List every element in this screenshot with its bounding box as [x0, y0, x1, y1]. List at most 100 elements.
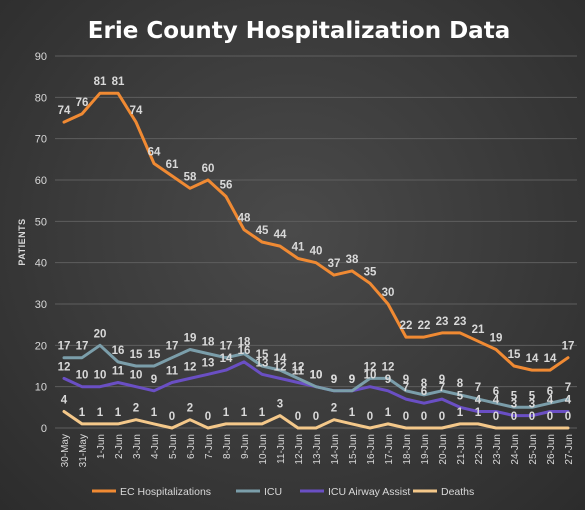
data-label: 8: [421, 378, 428, 390]
x-tick-label: 31-May: [78, 434, 89, 467]
data-label: 9: [385, 374, 391, 386]
data-label: 12: [58, 361, 71, 373]
data-label: 0: [529, 411, 535, 423]
data-label: 4: [547, 394, 554, 406]
data-label: 3: [511, 399, 517, 411]
data-label: 0: [367, 411, 373, 423]
data-label: 17: [58, 341, 71, 353]
x-tick-label: 6-Jun: [186, 434, 197, 459]
data-label: 2: [187, 403, 193, 415]
legend-label: EC Hospitalizations: [120, 486, 211, 498]
x-tick-label: 26-Jun: [546, 434, 557, 465]
data-label: 9: [331, 374, 337, 386]
x-tick-label: 8-Jun: [222, 434, 233, 459]
data-label: 4: [61, 394, 68, 406]
data-label: 0: [421, 411, 427, 423]
data-label: 17: [166, 341, 179, 353]
data-label: 1: [151, 407, 158, 419]
data-label: 0: [313, 411, 319, 423]
data-label: 19: [184, 332, 197, 344]
data-label: 3: [277, 399, 283, 411]
data-label: 12: [364, 361, 377, 373]
data-label: 81: [94, 76, 107, 88]
data-label: 6: [493, 386, 499, 398]
x-tick-label: 27-Jun: [564, 434, 575, 465]
data-label: 17: [220, 341, 233, 353]
data-label: 4: [475, 394, 482, 406]
data-label: 11: [166, 366, 179, 378]
x-tick-label: 4-Jun: [150, 434, 161, 459]
data-label: 1: [241, 407, 248, 419]
data-label: 74: [130, 105, 143, 117]
data-label: 10: [94, 370, 107, 382]
data-label: 8: [457, 378, 464, 390]
data-label: 35: [364, 266, 377, 278]
legend-label: Deaths: [441, 486, 474, 498]
data-label: 17: [76, 341, 89, 353]
x-tick-label: 25-Jun: [528, 434, 539, 465]
data-label: 23: [436, 316, 449, 328]
data-label: 14: [274, 353, 287, 365]
data-label: 5: [457, 390, 464, 402]
data-label: 64: [148, 146, 161, 158]
data-label: 6: [421, 386, 427, 398]
data-label: 10: [364, 370, 377, 382]
data-label: 22: [418, 320, 431, 332]
series-line-ec-hospitalizations: [62, 91, 570, 372]
data-label: 9: [349, 374, 355, 386]
x-tick-label: 1-Jun: [96, 434, 107, 459]
data-label: 15: [508, 349, 521, 361]
data-label: 6: [547, 386, 553, 398]
legend: EC Hospitalizations ICU ICU Airway Assist D…: [92, 486, 474, 498]
data-label: 21: [472, 324, 485, 336]
data-label: 11: [112, 366, 125, 378]
data-label: 14: [544, 353, 557, 365]
y-tick-label: 30: [35, 299, 47, 311]
data-label: 10: [310, 370, 323, 382]
series-line-icu: [62, 343, 570, 409]
data-label: 76: [76, 97, 89, 109]
data-label: 0: [547, 411, 553, 423]
x-tick-label: 23-Jun: [492, 434, 503, 465]
x-tick-label: 15-Jun: [348, 434, 359, 465]
data-label: 44: [274, 229, 287, 241]
data-label: 1: [457, 407, 464, 419]
series-lines: [62, 91, 570, 430]
data-label: 9: [331, 374, 337, 386]
x-tick-label: 24-Jun: [510, 434, 521, 465]
data-label: 20: [94, 328, 107, 340]
data-label: 9: [439, 374, 445, 386]
series-line-deaths: [62, 410, 570, 430]
data-label: 0: [511, 411, 517, 423]
data-label: 45: [256, 225, 269, 237]
data-label: 12: [292, 361, 305, 373]
data-label: 74: [58, 105, 71, 117]
data-label: 10: [310, 370, 323, 382]
x-tick-label: 5-Jun: [168, 434, 179, 459]
y-tick-label: 70: [35, 134, 47, 146]
data-label: 9: [403, 374, 409, 386]
x-tick-label: 16-Jun: [366, 434, 377, 465]
data-label: 18: [238, 337, 251, 349]
x-tick-label: 19-Jun: [420, 434, 431, 465]
data-label: 1: [349, 407, 356, 419]
data-label: 12: [274, 361, 287, 373]
data-label: 40: [310, 246, 323, 258]
data-label: 19: [490, 332, 503, 344]
legend-label: ICU: [264, 486, 282, 498]
data-label: 5: [511, 390, 518, 402]
data-label: 58: [184, 171, 197, 183]
data-label: 41: [292, 242, 305, 254]
data-label: 5: [529, 390, 536, 402]
x-tick-label: 18-Jun: [402, 434, 413, 465]
data-label: 56: [220, 180, 233, 192]
data-label: 15: [256, 349, 269, 361]
y-tick-label: 0: [41, 423, 47, 435]
data-label: 23: [454, 316, 467, 328]
y-axis-label: PATIENTS: [17, 218, 27, 265]
data-label: 13: [256, 357, 269, 369]
data-label: 0: [295, 411, 301, 423]
data-label: 1: [79, 407, 86, 419]
